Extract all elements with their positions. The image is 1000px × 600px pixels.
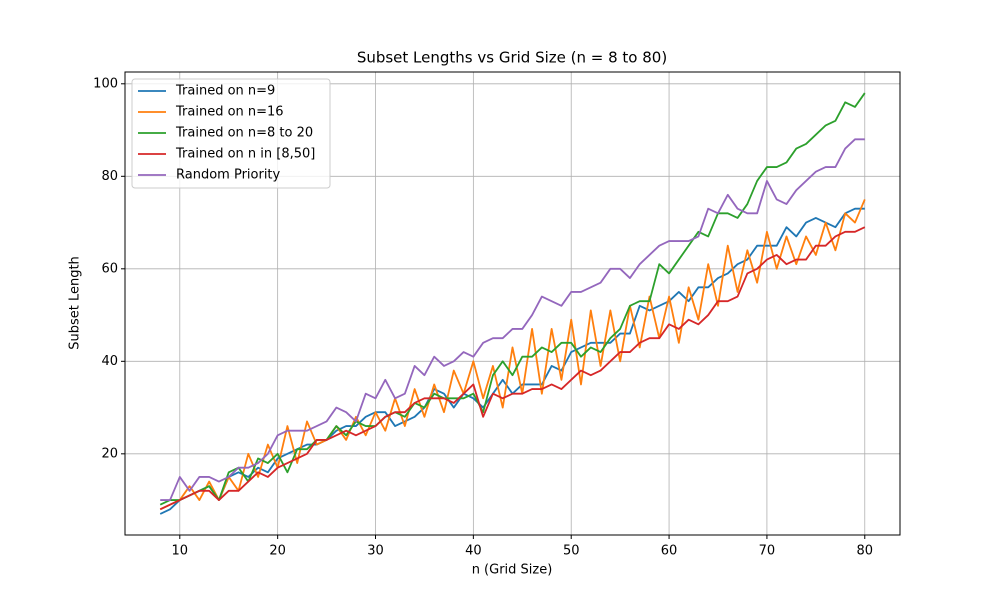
- x-tick-label: 10: [172, 544, 189, 559]
- x-tick-label: 80: [856, 544, 873, 559]
- y-tick-label: 40: [101, 354, 118, 369]
- x-tick-label: 50: [563, 544, 580, 559]
- y-tick-label: 20: [101, 446, 118, 461]
- y-tick-label: 60: [101, 261, 118, 276]
- legend-label: Trained on n=16: [175, 105, 284, 120]
- x-tick-label: 30: [367, 544, 384, 559]
- data-line: [160, 138, 865, 501]
- data-line: [159, 92, 866, 506]
- y-axis-label: Subset Length: [68, 256, 83, 350]
- legend-box: [131, 78, 331, 189]
- legend-label: Trained on n in [8,50]: [175, 147, 315, 162]
- legend-label: Random Priority: [176, 168, 281, 183]
- x-tick-label: 70: [759, 544, 776, 559]
- x-axis-label: n (Grid Size): [472, 563, 553, 578]
- data-line: [159, 226, 866, 511]
- x-tick-label: 60: [661, 544, 678, 559]
- plot-frame: [124, 71, 901, 536]
- legend-label: Trained on n=8 to 20: [175, 126, 313, 141]
- y-tick-label: 80: [101, 169, 118, 184]
- y-tick-label: 100: [93, 76, 118, 91]
- legend-label: Trained on n=9: [175, 84, 275, 99]
- chart-title: Subset Lengths vs Grid Size (n = 8 to 80…: [357, 49, 667, 67]
- x-tick-label: 20: [269, 544, 286, 559]
- x-tick-label: 40: [465, 544, 482, 559]
